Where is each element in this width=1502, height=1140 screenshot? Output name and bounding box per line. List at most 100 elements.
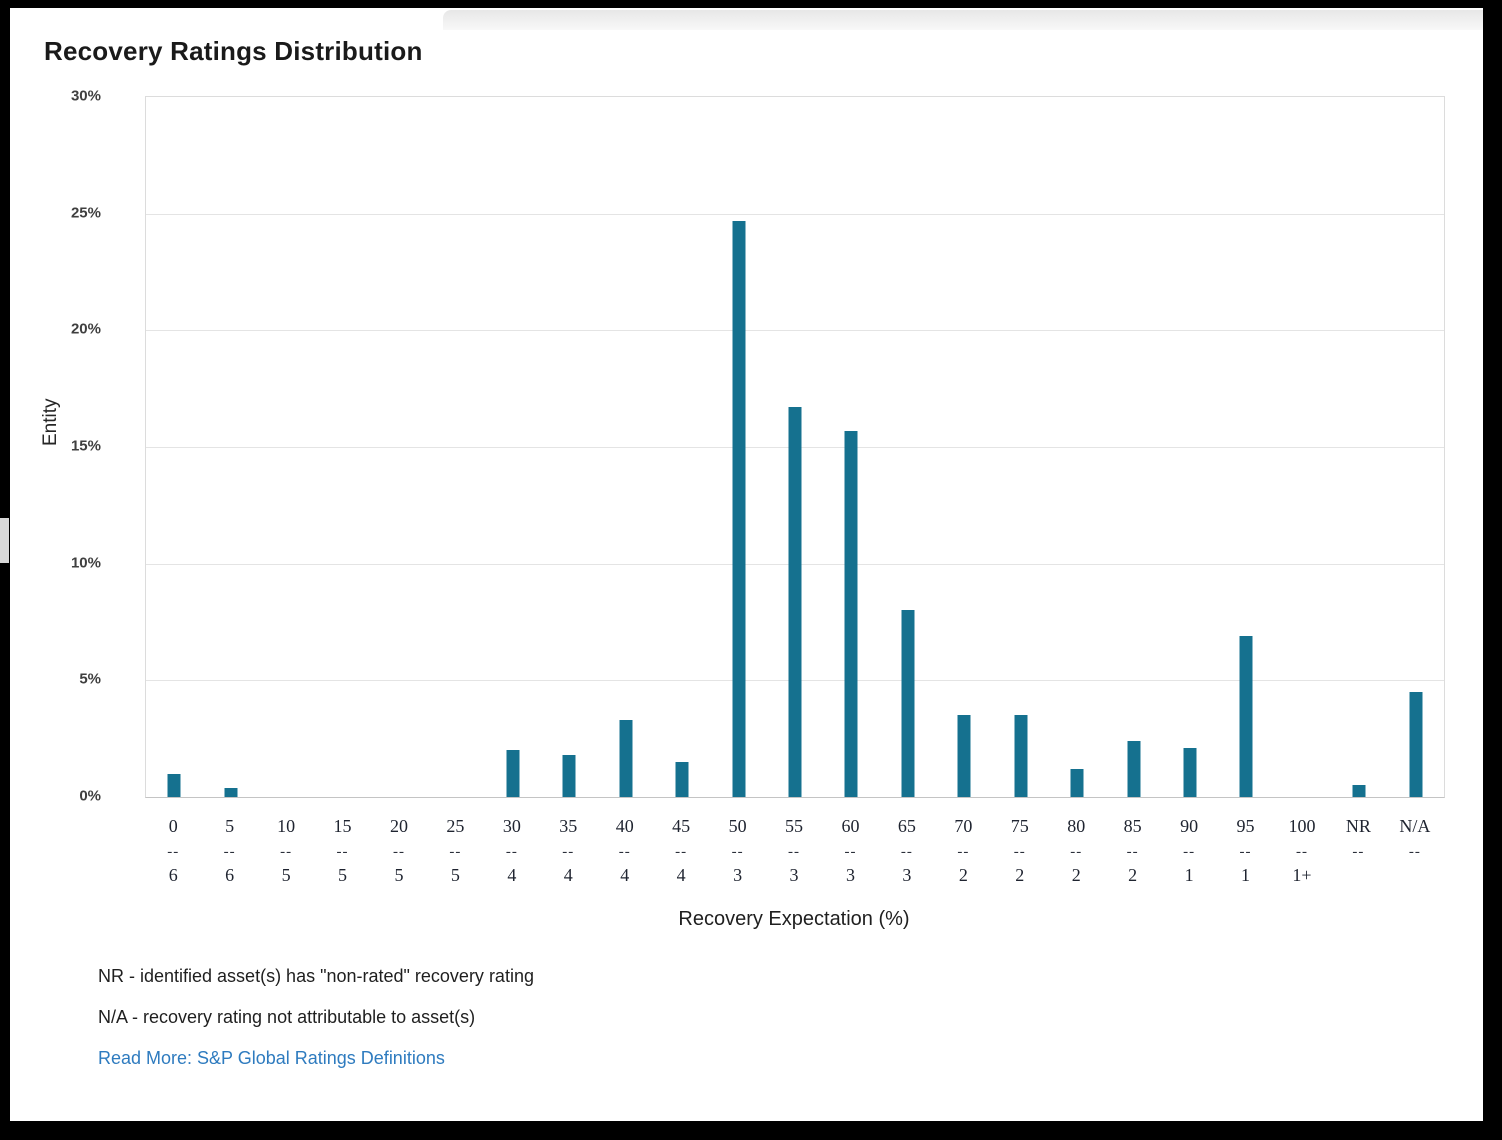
x-tick-separator: --	[900, 844, 913, 860]
x-tick-recovery-rating: 4	[507, 865, 517, 885]
x-tick-column-10: 10 -- 5	[258, 808, 314, 886]
x-tick-separator: --	[844, 844, 857, 860]
x-tick-recovery-rating: 6	[225, 865, 235, 885]
x-tick-category: NR	[1345, 816, 1371, 836]
plot-area	[145, 96, 1445, 798]
x-tick-column-70: 70 -- 2	[935, 808, 991, 886]
x-tick-recovery-rating: 2	[1128, 865, 1138, 885]
bar-45	[675, 762, 689, 797]
x-tick-category: 65	[897, 816, 916, 836]
x-tick-category: 80	[1067, 816, 1086, 836]
x-tick-separator: --	[167, 844, 180, 860]
x-tick-recovery-rating: 5	[338, 865, 348, 885]
x-tick-separator: --	[223, 844, 236, 860]
x-tick-category: 20	[389, 816, 408, 836]
x-tick-separator: --	[1352, 844, 1365, 860]
bar-50	[732, 220, 746, 797]
bar-65	[901, 610, 915, 797]
bar-0	[167, 773, 181, 797]
x-tick-category: 90	[1180, 816, 1199, 836]
x-tick-category: N/A	[1399, 816, 1431, 836]
bar-85	[1127, 741, 1141, 797]
x-axis-tick-labels: 0 -- 6 5 -- 6 10 -- 5 15 -- 5 20 -- 5 25 -- 5 30 -- 4 35 -- 4 40…	[145, 808, 1443, 886]
bar-70	[957, 715, 971, 797]
window-edge-artifact	[0, 518, 9, 563]
y-tick-label: 5%	[79, 670, 101, 688]
x-tick-category: 40	[615, 816, 634, 836]
bar-NR	[1352, 785, 1366, 797]
x-tick-separator: --	[562, 844, 575, 860]
x-tick-category: 0	[168, 816, 178, 836]
x-tick-recovery-rating: 4	[676, 865, 686, 885]
bar-55	[788, 407, 802, 797]
x-tick-recovery-rating: 6	[168, 865, 178, 885]
x-tick-separator: --	[1183, 844, 1196, 860]
x-tick-recovery-rating: 3	[845, 865, 855, 885]
x-tick-category: 30	[502, 816, 521, 836]
x-tick-category: 50	[728, 816, 747, 836]
x-tick-category: 5	[225, 816, 235, 836]
x-tick-column-25: 25 -- 5	[427, 808, 483, 886]
read-more-link[interactable]: Read More: S&P Global Ratings Definition…	[98, 1048, 445, 1068]
x-tick-category: 55	[785, 816, 804, 836]
footnote-na: N/A - recovery rating not attributable t…	[98, 1007, 476, 1027]
x-tick-category: 15	[333, 816, 352, 836]
x-tick-separator: --	[392, 844, 405, 860]
x-tick-column-40: 40 -- 4	[597, 808, 653, 886]
chart-title: Recovery Ratings Distribution	[44, 36, 423, 66]
y-tick-label: 10%	[70, 554, 101, 572]
x-tick-recovery-rating: 1	[1241, 865, 1251, 885]
top-shadow-strip	[443, 10, 1483, 30]
x-tick-separator: --	[1295, 844, 1308, 860]
x-tick-column-75: 75 -- 2	[992, 808, 1048, 886]
x-tick-column-85: 85 -- 2	[1104, 808, 1160, 886]
x-tick-separator: --	[449, 844, 462, 860]
x-tick-category: 85	[1123, 816, 1142, 836]
x-tick-separator: --	[788, 844, 801, 860]
chart-card: Recovery Ratings Distribution Entity 30%…	[10, 8, 1483, 1121]
x-tick-recovery-rating: 4	[563, 865, 573, 885]
x-tick-category: 35	[559, 816, 578, 836]
y-tick-label: 20%	[70, 320, 101, 338]
x-tick-category: 60	[841, 816, 860, 836]
x-tick-column-0: 0 -- 6	[145, 808, 201, 886]
x-tick-category: 95	[1236, 816, 1255, 836]
bar-35	[562, 755, 576, 797]
y-tick-label: 0%	[79, 787, 101, 805]
x-tick-column-65: 65 -- 3	[879, 808, 935, 886]
x-tick-separator: --	[505, 844, 518, 860]
x-tick-separator: --	[1070, 844, 1083, 860]
x-axis-title: Recovery Expectation (%)	[678, 908, 910, 930]
x-tick-recovery-rating: 2	[1015, 865, 1025, 885]
footnote-nr: NR - identified asset(s) has "non-rated"…	[98, 966, 534, 986]
x-tick-category: 75	[1010, 816, 1029, 836]
x-tick-recovery-rating: 5	[394, 865, 404, 885]
x-tick-column-60: 60 -- 3	[822, 808, 878, 886]
x-tick-column-95: 95 -- 1	[1217, 808, 1273, 886]
x-tick-category: 10	[277, 816, 296, 836]
x-tick-column-35: 35 -- 4	[540, 808, 596, 886]
x-tick-category: 70	[954, 816, 973, 836]
x-tick-recovery-rating: 1	[1184, 865, 1194, 885]
x-tick-recovery-rating: 3	[733, 865, 743, 885]
x-tick-recovery-rating: 5	[450, 865, 460, 885]
y-tick-label: 15%	[70, 437, 101, 455]
x-tick-column-100: 100 -- 1+	[1274, 808, 1330, 886]
x-tick-recovery-rating: 4	[620, 865, 630, 885]
x-tick-separator: --	[1408, 844, 1421, 860]
bar-40	[619, 720, 633, 797]
x-tick-separator: --	[280, 844, 293, 860]
y-tick-label: 30%	[70, 87, 101, 105]
x-tick-column-50: 50 -- 3	[709, 808, 765, 886]
x-tick-column-5: 5 -- 6	[201, 808, 257, 886]
x-tick-separator: --	[957, 844, 970, 860]
y-tick-label: 25%	[70, 204, 101, 222]
x-tick-column-N/A: N/A --	[1387, 808, 1443, 886]
x-tick-separator: --	[336, 844, 349, 860]
x-tick-column-20: 20 -- 5	[371, 808, 427, 886]
x-tick-separator: --	[1239, 844, 1252, 860]
x-tick-column-45: 45 -- 4	[653, 808, 709, 886]
x-tick-separator: --	[1013, 844, 1026, 860]
bar-95	[1239, 636, 1253, 797]
x-tick-separator: --	[675, 844, 688, 860]
